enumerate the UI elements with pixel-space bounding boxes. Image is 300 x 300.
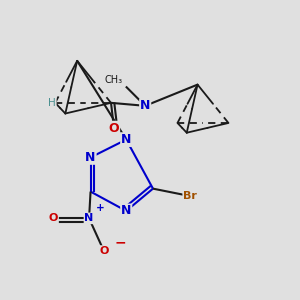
- Text: O: O: [49, 213, 58, 224]
- Text: N: N: [84, 213, 94, 224]
- Text: N: N: [121, 133, 131, 146]
- Text: −: −: [115, 235, 126, 249]
- Text: CH₃: CH₃: [105, 75, 123, 85]
- Text: O: O: [99, 246, 109, 256]
- Text: Br: Br: [183, 191, 197, 201]
- Text: N: N: [140, 99, 150, 112]
- Text: N: N: [121, 204, 131, 218]
- Text: H: H: [48, 98, 56, 108]
- Text: +: +: [96, 203, 105, 213]
- Text: O: O: [109, 122, 119, 135]
- Text: N: N: [85, 151, 96, 164]
